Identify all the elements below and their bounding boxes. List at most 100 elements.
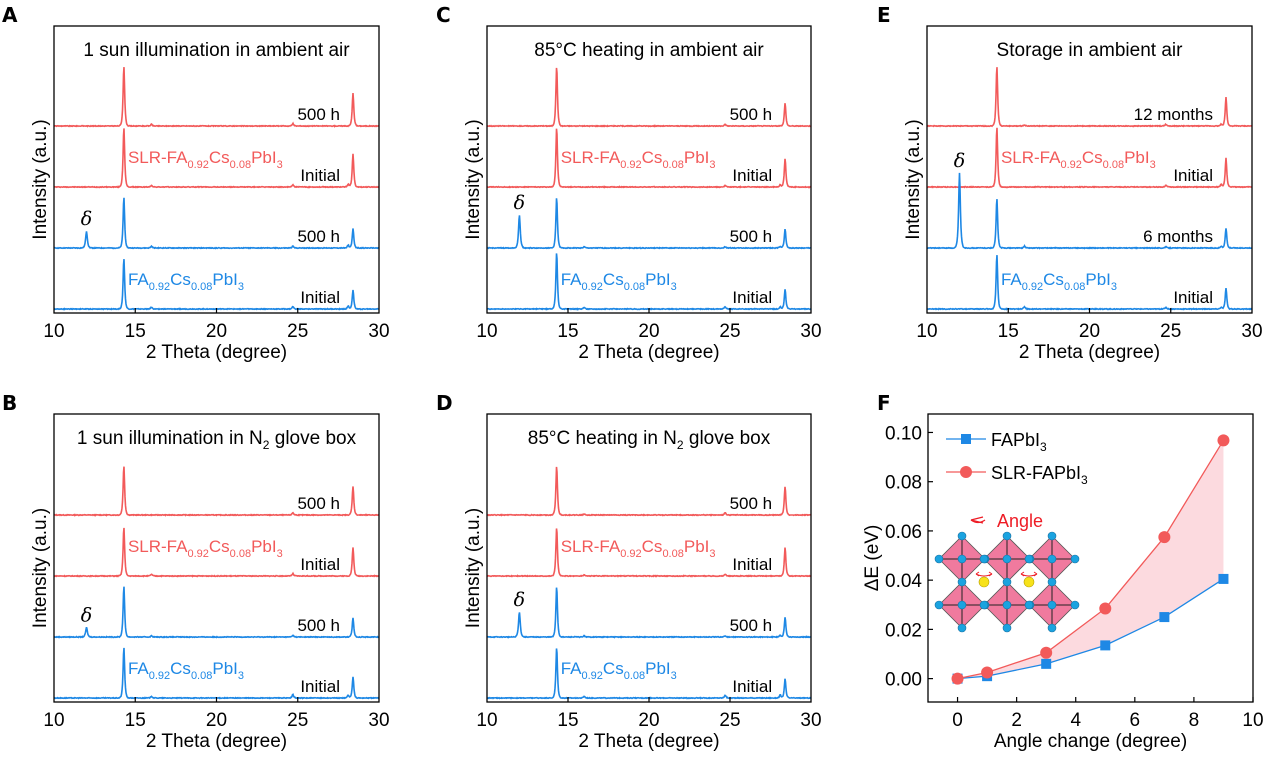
data-point-circle (951, 672, 964, 685)
anion-atom (1024, 554, 1034, 564)
x-tick-label: 25 (287, 710, 308, 731)
x-tick-label: 25 (719, 321, 740, 342)
anion-atom (957, 577, 967, 587)
time-label: 6 months (1143, 227, 1213, 246)
xrd-trace (54, 527, 379, 578)
legend-label: SLR-FAPbI3 (991, 463, 1088, 487)
x-axis-title: 2 Theta (degree) (146, 342, 287, 363)
x-tick-label: 10 (1242, 710, 1263, 731)
anion-atom (957, 623, 967, 633)
x-tick-label: 25 (287, 321, 308, 342)
panel-b: B 500 h Initial 500 h Initial SLR-FA0.92Cs0.0… (2, 391, 390, 752)
time-label: Initial (732, 555, 772, 574)
x-tick-label: 8 (1189, 710, 1200, 731)
data-point-circle (981, 666, 994, 679)
anion-atom (934, 600, 944, 610)
x-tick-label: 25 (719, 710, 740, 731)
sample-label: FA0.92Cs0.08PbI3 (1001, 270, 1117, 293)
delta-phase-label: δ (81, 208, 92, 230)
panel-letter: B (2, 391, 17, 415)
y-axis-title: Intensity (a.u.) (30, 119, 51, 239)
condition-title: 85°C heating in ambient air (534, 40, 764, 61)
time-label: Initial (300, 555, 340, 574)
xrd-trace (487, 466, 811, 517)
tilt-arrow-icon (1020, 571, 1038, 577)
x-tick-label: 20 (1079, 321, 1100, 342)
condition-title: 1 sun illumination in N2 glove box (77, 428, 357, 452)
xrd-trace (927, 172, 1252, 250)
y-tick-label: 0.00 (885, 670, 922, 691)
y-axis-title: ΔE (eV) (862, 525, 883, 592)
xrd-trace (54, 586, 379, 639)
xrd-trace (54, 128, 379, 189)
panel-letter: A (2, 3, 18, 27)
anion-atom (1070, 554, 1080, 564)
x-tick-label: 30 (1241, 321, 1262, 342)
anion-atom (979, 554, 989, 564)
xrd-trace (927, 127, 1252, 189)
angle-arc (970, 519, 986, 524)
sample-label: SLR-FA0.92Cs0.08PbI3 (1001, 148, 1156, 171)
x-tick-label: 20 (638, 710, 659, 731)
delta-phase-label: δ (81, 604, 92, 626)
time-label: 500 h (297, 494, 340, 513)
x-tick-label: 0 (952, 710, 963, 731)
x-tick-label: 15 (998, 321, 1019, 342)
x-tick-label: 4 (1070, 710, 1081, 731)
data-point-circle (1217, 434, 1230, 447)
anion-atom (1002, 577, 1012, 587)
shaded-difference-area (957, 440, 1224, 679)
anion-atom (1002, 554, 1012, 564)
x-axis-title: 2 Theta (degree) (146, 731, 287, 752)
sample-label: SLR-FA0.92Cs0.08PbI3 (128, 148, 283, 171)
xrd-trace (487, 587, 811, 639)
y-axis-title: Intensity (a.u.) (463, 119, 484, 239)
delta-phase-label: δ (514, 589, 525, 611)
x-tick-label: 20 (638, 321, 659, 342)
time-label: Initial (300, 166, 340, 185)
anion-atom (957, 600, 967, 610)
x-tick-label: 10 (476, 321, 497, 342)
panel-f: F Angle 0 2 4 6 8 10 0.00 0.02 0.04 0.06 0.08 0.10 Ang… (862, 391, 1264, 752)
x-tick-label: 25 (1160, 321, 1181, 342)
anion-atom (1002, 623, 1012, 633)
panel-a: A 500 h Initial 500 h Initial SLR-FA0.92Cs0.0… (2, 3, 390, 363)
x-tick-label: 15 (557, 710, 578, 731)
data-point-square (1100, 640, 1111, 651)
data-point-circle (1040, 646, 1053, 659)
condition-title: Storage in ambient air (997, 40, 1184, 61)
time-label: 500 h (730, 616, 773, 635)
legend-label: FAPbI3 (991, 430, 1047, 454)
anion-atom (934, 554, 944, 564)
time-label: Initial (1173, 288, 1213, 307)
time-label: Initial (732, 677, 772, 696)
time-label: 500 h (297, 105, 340, 124)
sample-label: FA0.92Cs0.08PbI3 (561, 270, 677, 293)
cation-atom (1023, 576, 1035, 588)
x-tick-label: 20 (206, 321, 227, 342)
angle-label: Angle (997, 511, 1043, 531)
condition-title: 1 sun illumination in ambient air (83, 40, 350, 61)
xrd-trace (927, 67, 1252, 128)
x-tick-label: 30 (800, 710, 821, 731)
y-tick-label: 0.02 (885, 620, 922, 641)
x-tick-label: 30 (368, 710, 389, 731)
y-tick-label: 0.04 (885, 571, 922, 592)
x-tick-label: 2 (1011, 710, 1022, 731)
time-label: 500 h (297, 227, 340, 246)
xrd-trace (487, 528, 811, 578)
anion-atom (1024, 600, 1034, 610)
anion-atom (1002, 600, 1012, 610)
panel-letter: D (436, 391, 453, 415)
x-tick-label: 6 (1130, 710, 1141, 731)
x-tick-label: 15 (125, 710, 146, 731)
x-axis-title: Angle change (degree) (994, 731, 1187, 752)
x-tick-label: 30 (368, 321, 389, 342)
xrd-trace (487, 198, 811, 250)
legend-marker-square (961, 434, 971, 444)
time-label: Initial (300, 677, 340, 696)
condition-title: 85°C heating in N2 glove box (528, 428, 771, 452)
anion-atom (979, 600, 989, 610)
time-label: 500 h (730, 105, 773, 124)
